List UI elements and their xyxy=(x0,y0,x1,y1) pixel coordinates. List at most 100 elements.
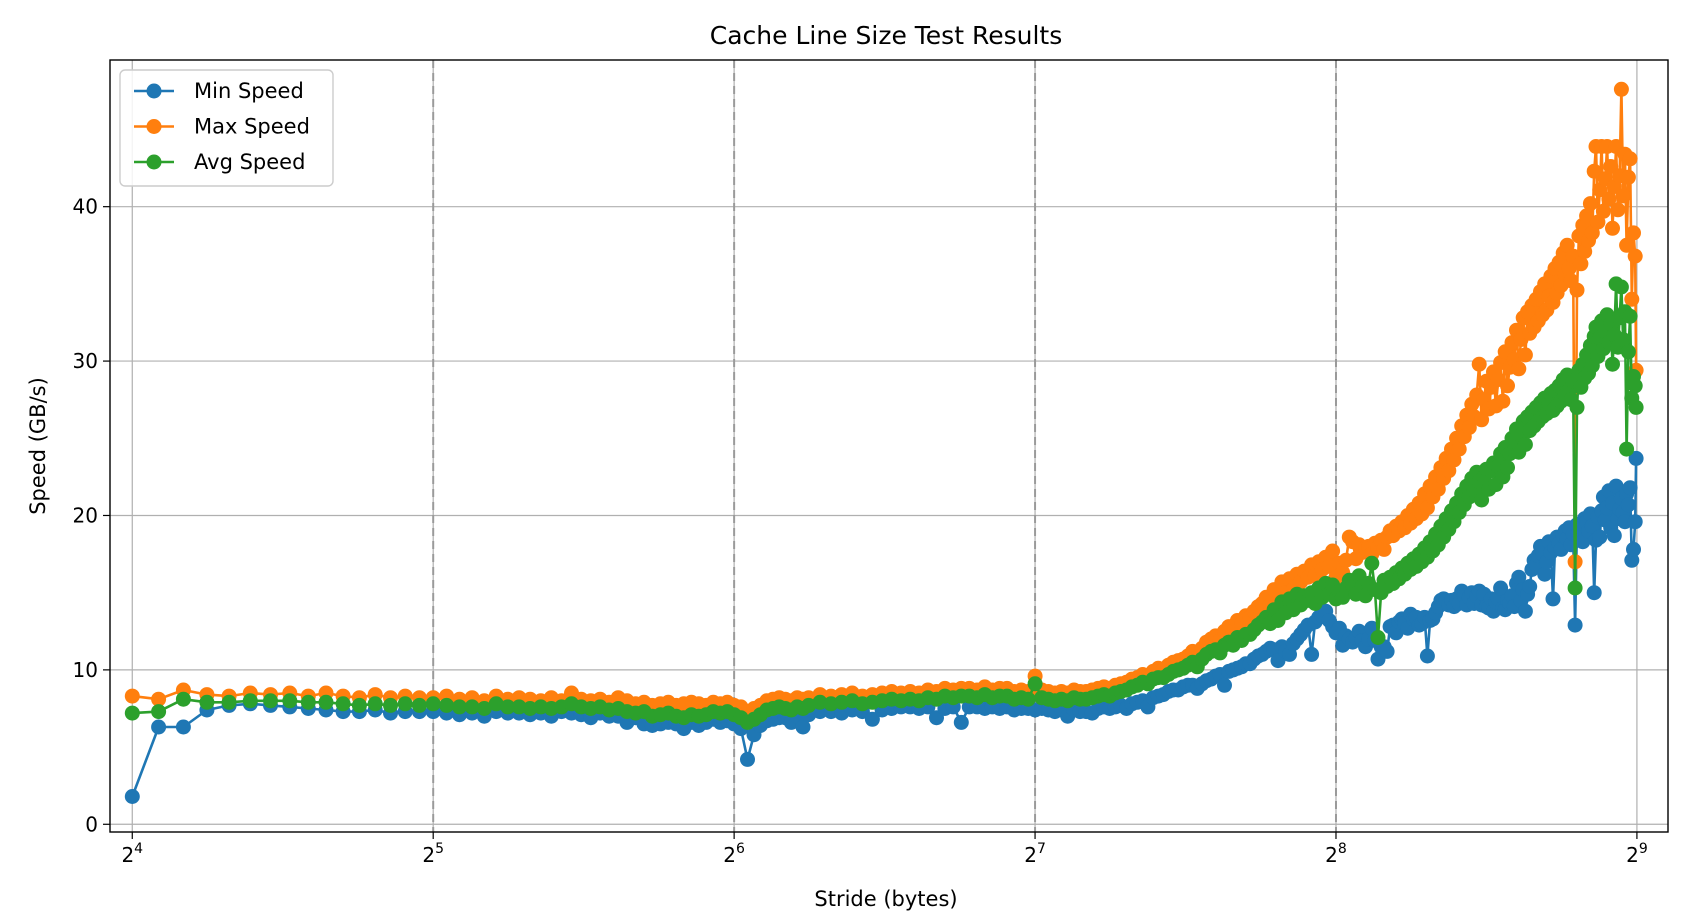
data-point xyxy=(1511,361,1527,377)
data-point xyxy=(1419,648,1435,664)
data-point xyxy=(1592,529,1608,545)
data-point xyxy=(411,697,427,713)
data-point xyxy=(1608,478,1624,494)
data-point xyxy=(175,691,191,707)
data-point xyxy=(464,699,480,715)
axes-layer: 0 10 20 30 40 24 25 26 27 28 29 xyxy=(73,59,1669,867)
data-point xyxy=(1379,643,1395,659)
legend-label: Max Speed xyxy=(194,115,310,139)
data-point xyxy=(1545,591,1561,607)
data-point xyxy=(221,694,237,710)
data-point xyxy=(740,751,755,767)
data-point xyxy=(1537,566,1553,582)
data-point xyxy=(1627,514,1643,530)
data-point xyxy=(1622,151,1638,167)
series-max-speed xyxy=(124,81,1644,720)
data-point xyxy=(1495,393,1511,409)
data-point xyxy=(151,691,167,707)
data-point xyxy=(953,714,969,730)
x-tick-label: 25 xyxy=(422,841,444,867)
data-point xyxy=(1027,676,1043,692)
data-point xyxy=(1579,208,1595,224)
data-point xyxy=(151,704,167,720)
data-point xyxy=(1020,691,1036,707)
x-tick-label: 28 xyxy=(1325,841,1347,867)
data-point xyxy=(124,688,140,704)
y-tick-label: 40 xyxy=(73,195,98,219)
x-tick-label: 29 xyxy=(1626,841,1648,867)
data-point xyxy=(795,719,811,735)
data-point xyxy=(1613,279,1629,295)
data-point xyxy=(397,696,413,712)
data-point xyxy=(199,694,215,710)
data-point xyxy=(1573,256,1589,272)
data-point xyxy=(1364,555,1380,571)
series-layer xyxy=(124,81,1644,804)
legend: Min Speed Max Speed Avg Speed xyxy=(119,69,334,187)
data-point xyxy=(1493,580,1509,596)
legend-marker xyxy=(146,119,162,134)
data-point xyxy=(282,693,298,709)
data-point xyxy=(1471,356,1487,372)
data-point xyxy=(1615,188,1631,204)
data-point xyxy=(335,696,351,712)
data-point xyxy=(1569,282,1585,298)
data-point xyxy=(1376,541,1392,557)
data-point xyxy=(1370,630,1386,645)
x-tick-label: 26 xyxy=(723,841,745,867)
data-point xyxy=(1474,492,1490,508)
data-point xyxy=(175,719,191,735)
data-point xyxy=(1474,412,1490,428)
data-point xyxy=(1522,579,1538,594)
data-point xyxy=(1624,291,1640,307)
data-point xyxy=(1606,528,1622,544)
data-point xyxy=(1613,81,1629,97)
data-point xyxy=(1500,460,1515,476)
data-point xyxy=(1619,237,1635,253)
data-point xyxy=(1628,399,1644,415)
data-point xyxy=(1569,399,1585,415)
legend-marker xyxy=(146,83,162,99)
data-point xyxy=(1451,441,1467,457)
data-point xyxy=(351,697,367,713)
data-point xyxy=(1610,202,1626,218)
data-point xyxy=(500,699,516,715)
legend-item: Avg Speed xyxy=(134,150,305,174)
data-point xyxy=(1628,450,1644,466)
x-axis-label: Stride (bytes) xyxy=(814,887,957,911)
data-point xyxy=(124,705,140,721)
data-point xyxy=(1626,541,1641,557)
y-tick-label: 0 xyxy=(85,812,98,836)
data-point xyxy=(511,699,527,715)
data-point xyxy=(151,719,167,735)
data-point xyxy=(1517,437,1533,452)
data-point xyxy=(1586,163,1602,179)
data-point xyxy=(1217,677,1232,693)
data-point xyxy=(1622,308,1638,324)
data-point xyxy=(367,696,383,712)
data-point xyxy=(263,693,278,709)
data-point xyxy=(242,693,258,709)
data-point xyxy=(1517,347,1533,363)
data-point xyxy=(476,701,492,716)
data-point xyxy=(864,711,880,727)
data-point xyxy=(300,694,316,710)
data-point xyxy=(488,696,504,712)
legend-box xyxy=(119,69,334,187)
x-tick-label: 24 xyxy=(121,841,143,867)
data-point xyxy=(318,694,334,710)
data-point xyxy=(1603,159,1619,174)
y-tick-label: 10 xyxy=(73,658,98,682)
data-point xyxy=(1500,378,1515,394)
y-tick-label: 30 xyxy=(73,349,98,373)
data-point xyxy=(1620,497,1636,513)
data-point xyxy=(425,696,441,712)
data-point xyxy=(1567,617,1583,633)
data-point xyxy=(452,699,467,715)
y-tick-label: 20 xyxy=(73,503,98,527)
series-avg-speed xyxy=(124,276,1644,730)
data-point xyxy=(1595,203,1611,219)
legend-label: Avg Speed xyxy=(194,150,305,174)
data-point xyxy=(1325,543,1341,559)
